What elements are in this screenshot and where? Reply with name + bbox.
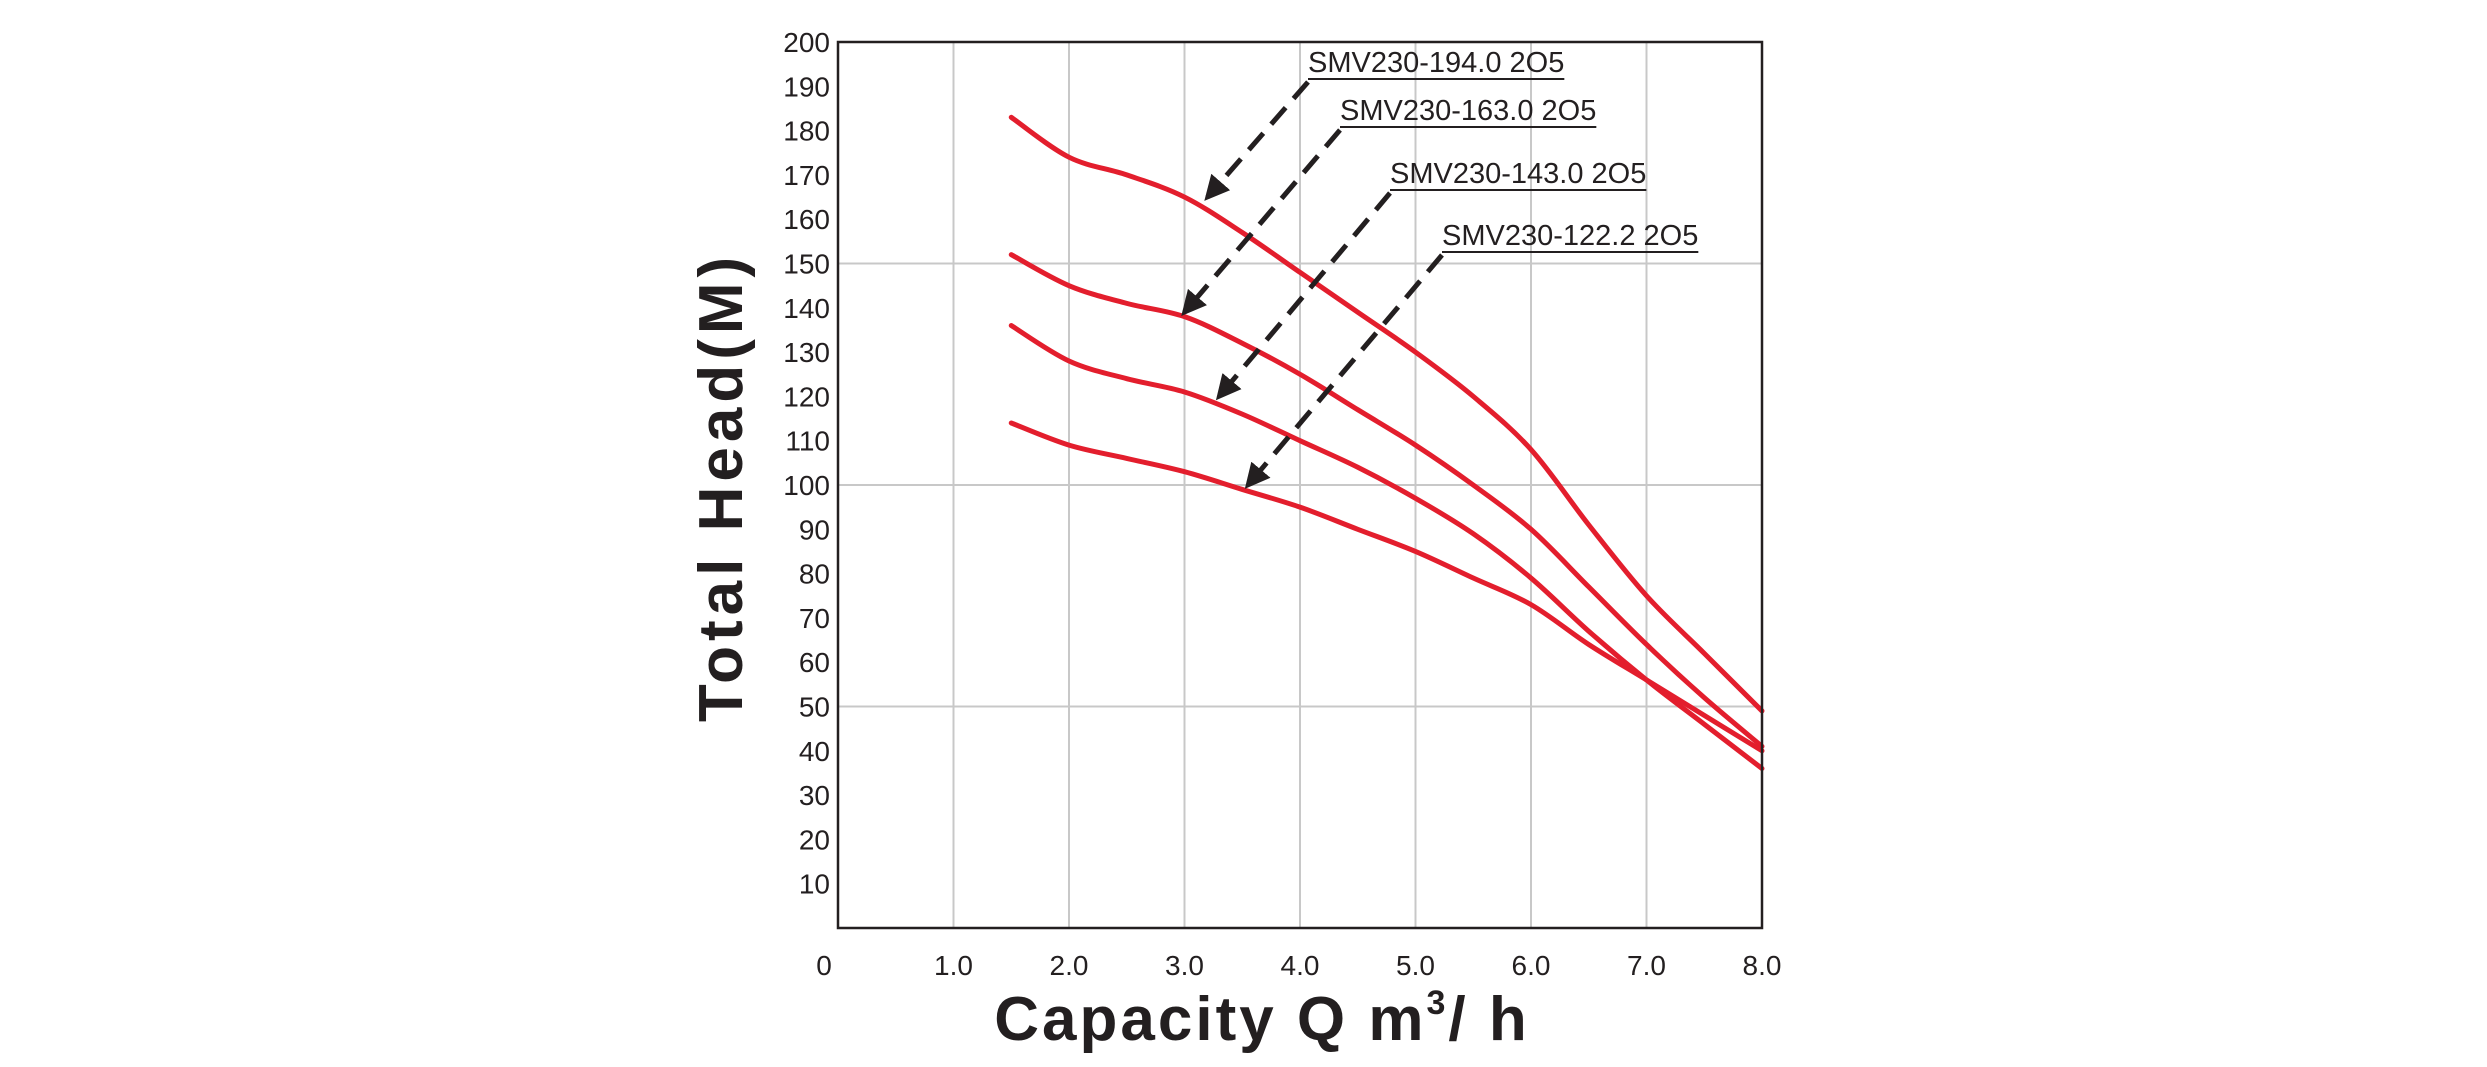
x-tick-label: 2.0: [1050, 950, 1089, 981]
y-tick-label: 40: [799, 736, 830, 767]
y-tick-label: 90: [799, 514, 830, 545]
performance-curve: [1008, 252, 1765, 749]
y-tick-label: 200: [783, 27, 830, 58]
y-tick-label: 160: [783, 204, 830, 235]
x-axis-title-unit: / h: [1448, 985, 1529, 1054]
x-tick-label: 8.0: [1743, 950, 1782, 981]
annotation-arrow: [1244, 253, 1444, 489]
y-tick-label: 60: [799, 647, 830, 678]
annotation-arrow: [1204, 80, 1310, 201]
y-tick-label: 30: [799, 780, 830, 811]
performance-curve: [1008, 323, 1765, 772]
x-axis-title-superscript: 3: [1427, 984, 1449, 1022]
performance-curve: [1008, 114, 1765, 714]
plot-frame: [836, 40, 1764, 930]
y-tick-label: 80: [799, 559, 830, 590]
x-tick-label: 1.0: [934, 950, 973, 981]
y-tick-label: 170: [783, 160, 830, 191]
x-tick-label: 7.0: [1627, 950, 1666, 981]
y-tick-label: 130: [783, 337, 830, 368]
x-axis-title: Capacity Q m3/ h: [994, 984, 1530, 1054]
curve-label: SMV230-163.0 2O5: [1340, 95, 1596, 127]
performance-curve: [1008, 420, 1765, 754]
annotation-arrow: [1215, 191, 1392, 401]
y-tick-label: 140: [783, 293, 830, 324]
y-tick-label: 110: [785, 426, 830, 457]
performance-curves: [1008, 114, 1765, 772]
y-tick-labels: 10 20 30 40 50 60 70 80 90 100 110 120 130 140 150 160 1…: [783, 27, 830, 900]
y-tick-label: 70: [799, 603, 830, 634]
curve-label: SMV230-194.0 2O5: [1308, 47, 1564, 79]
y-tick-label: 20: [799, 824, 830, 855]
curve-label: SMV230-143.0 2O5: [1390, 158, 1646, 190]
y-tick-label: 50: [799, 692, 830, 723]
x-tick-label: 0: [816, 950, 832, 981]
y-tick-label: 10: [799, 869, 830, 900]
y-tick-label: 190: [783, 71, 830, 102]
x-axis-title-main: Capacity Q m: [994, 985, 1426, 1054]
x-tick-labels: 0 1.0 2.0 3.0 4.0 5.0 6.0 7.0 8.0: [816, 950, 1781, 981]
y-tick-label: 150: [783, 249, 830, 280]
y-tick-label: 120: [783, 381, 830, 412]
y-axis-title: Total Head(M): [687, 252, 756, 722]
x-tick-label: 3.0: [1165, 950, 1204, 981]
x-tick-label: 4.0: [1281, 950, 1320, 981]
x-tick-label: 5.0: [1396, 950, 1435, 981]
y-tick-label: 180: [783, 116, 830, 147]
annotation-arrow: [1181, 128, 1342, 317]
y-tick-label: 100: [783, 470, 830, 501]
x-tick-label: 6.0: [1512, 950, 1551, 981]
curve-label: SMV230-122.2 2O5: [1442, 220, 1698, 252]
curve-annotations: SMV230-194.0 2O5 SMV230-163.0 2O5 SMV230-1…: [1181, 47, 1699, 489]
